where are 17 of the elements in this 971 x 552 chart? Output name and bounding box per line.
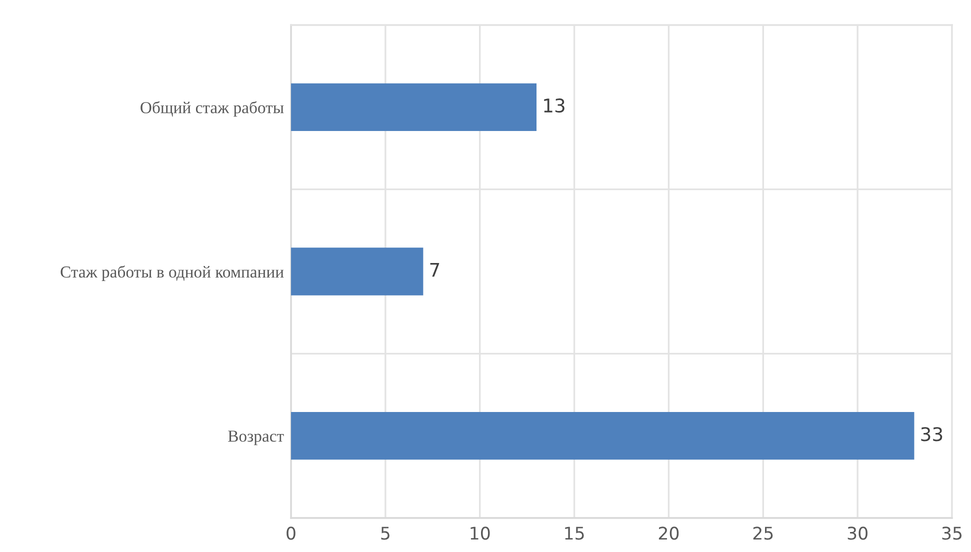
y-tick-label: Стаж работы в одной компании [60,266,284,282]
x-tick-label: 30 [848,526,868,540]
x-tick-label: 0 [286,526,296,540]
x-tick-label: 20 [658,526,679,540]
x-tick-label: 5 [381,526,390,540]
bar [291,83,537,131]
data-label: 33 [921,427,942,442]
y-tick-label: Общий стаж работы [140,101,284,117]
x-tick-label: 25 [753,526,773,540]
bar [291,412,914,460]
data-label: 7 [430,263,440,277]
data-label: 13 [544,98,564,113]
bar [291,248,424,296]
x-tick-label: 10 [470,526,490,540]
x-tick-label: 35 [942,526,962,540]
y-tick-label: Возраст [228,430,284,446]
x-tick-label: 15 [565,526,584,540]
